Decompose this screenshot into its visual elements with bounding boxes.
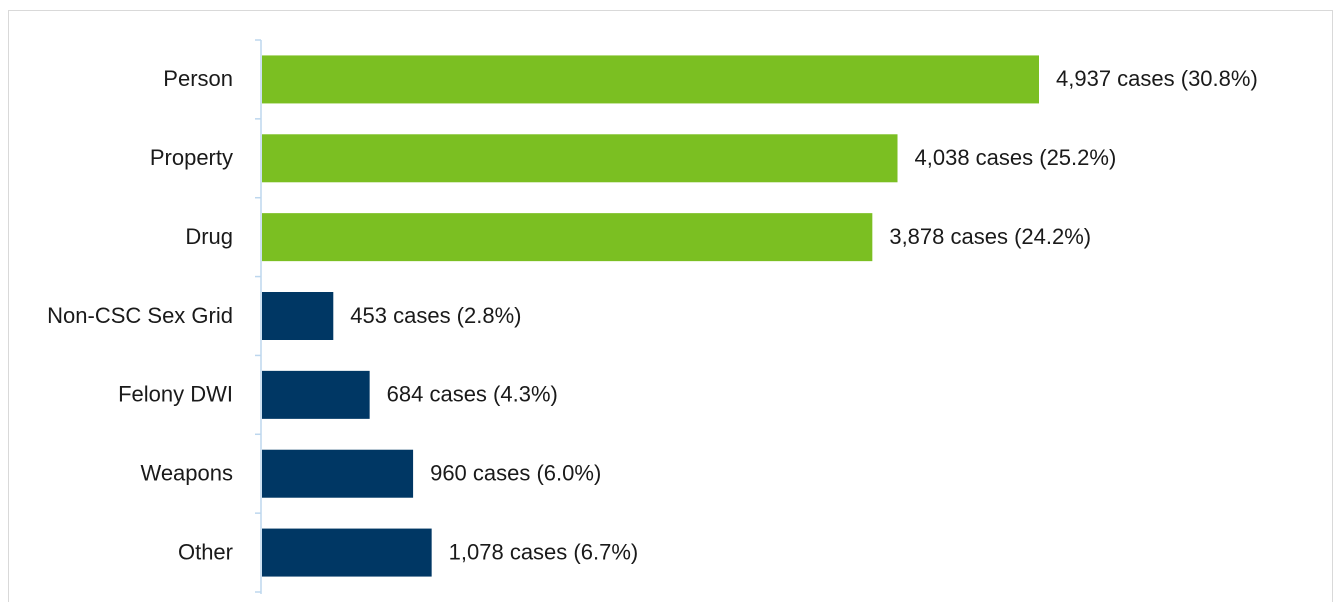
bar [262,292,334,340]
data-label: 1,078 cases (6.7%) [449,539,639,564]
data-label: 684 cases (4.3%) [387,382,558,407]
data-label: 3,878 cases (24.2%) [889,224,1091,249]
chart-frame [8,10,1333,602]
bar [262,370,370,419]
y-tick-label: Drug [185,224,233,249]
y-tick-label: Non-CSC Sex Grid [47,303,233,328]
y-tick-label: Other [178,539,233,564]
y-tick-label: Person [163,66,233,91]
data-label: 960 cases (6.0%) [430,461,601,486]
bar [262,213,873,262]
y-tick-label: Felony DWI [118,382,233,407]
bar [262,449,414,498]
data-label: 4,038 cases (25.2%) [915,145,1117,170]
bar [262,55,1039,104]
data-label: 453 cases (2.8%) [350,303,521,328]
y-tick-label: Weapons [140,461,233,486]
bar [262,134,898,183]
bar [262,528,432,577]
y-tick-label: Property [150,145,233,170]
data-label: 4,937 cases (30.8%) [1056,66,1258,91]
